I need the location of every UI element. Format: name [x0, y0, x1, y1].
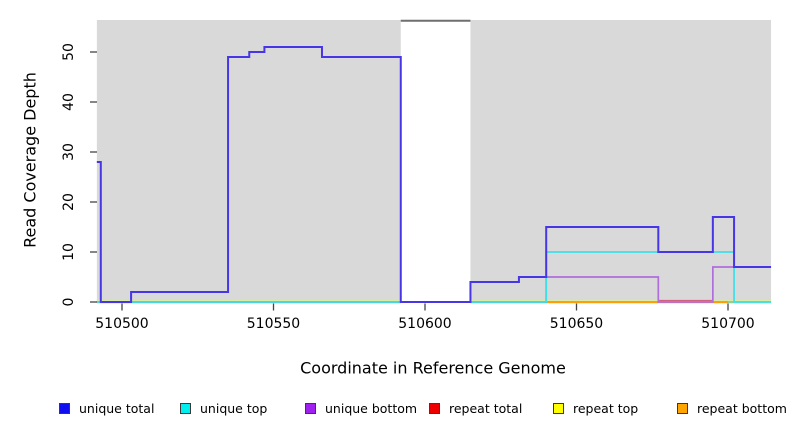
series-unique-total	[96, 46, 772, 303]
y-tick-label: 0	[61, 297, 77, 307]
legend-label: repeat bottom	[697, 401, 787, 416]
legend-item-repeat-total: repeat total	[429, 401, 522, 416]
legend-swatch-unique-total	[59, 403, 70, 414]
legend-item-repeat-bottom: repeat bottom	[677, 401, 787, 416]
legend-item-repeat-top: repeat top	[553, 401, 638, 416]
x-tick-label: 510550	[246, 316, 301, 332]
legend-item-unique-bottom: unique bottom	[305, 401, 417, 416]
legend-swatch-unique-bottom	[305, 403, 316, 414]
y-tick-label: 40	[61, 93, 77, 111]
x-axis-label: Coordinate in Reference Genome	[300, 358, 566, 378]
legend-label: unique top	[200, 401, 268, 416]
legend-swatch-repeat-top	[553, 403, 564, 414]
x-tick-label: 510700	[701, 316, 755, 332]
legend-label: unique total	[79, 401, 155, 416]
y-tick-label: 10	[61, 243, 77, 261]
legend-swatch-unique-top	[180, 403, 191, 414]
x-tick-label: 510650	[549, 316, 604, 332]
legend-item-unique-top: unique top	[180, 401, 267, 416]
legend-item-unique-total: unique total	[59, 401, 154, 416]
y-tick-label: 20	[61, 193, 77, 211]
y-tick-label: 50	[61, 43, 77, 61]
legend-swatch-repeat-total	[429, 403, 440, 414]
y-axis-label: Read Coverage Depth	[20, 72, 40, 248]
legend-label: unique bottom	[325, 401, 418, 416]
y-tick-label: 30	[61, 143, 77, 161]
legend-label: repeat total	[449, 401, 523, 416]
masked-region	[400, 21, 471, 304]
x-tick-label: 510600	[398, 316, 452, 332]
legend-label: repeat top	[573, 401, 639, 416]
x-tick-label: 510500	[95, 316, 149, 332]
legend-swatch-repeat-bottom	[677, 403, 688, 414]
